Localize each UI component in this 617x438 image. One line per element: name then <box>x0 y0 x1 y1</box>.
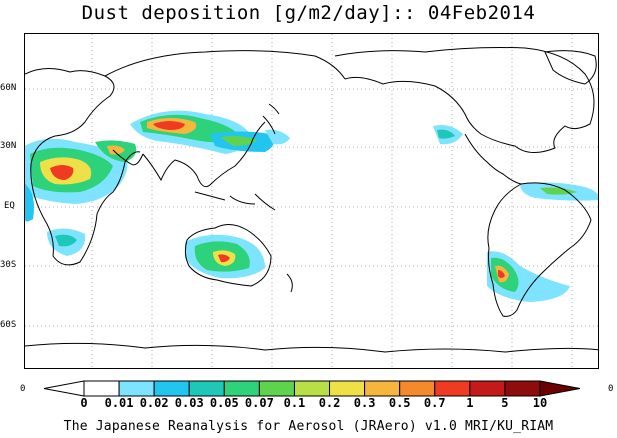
dust-field <box>25 110 598 302</box>
colorbar-tick-label: 0.3 <box>353 396 376 410</box>
colorbar-tick-label: 10 <box>532 396 548 410</box>
dust-patagonia-core <box>498 270 505 278</box>
dust-north-america-2 <box>437 129 455 139</box>
coast-greenland <box>544 50 597 85</box>
colorbar-cell <box>399 380 436 397</box>
colorbar-cell <box>434 380 471 397</box>
dust-sahara-core <box>50 165 74 180</box>
colorbar-cell <box>469 380 506 397</box>
colorbar-cell <box>329 380 366 397</box>
colorbar-cell <box>83 380 120 397</box>
coast-asia-north <box>104 50 346 80</box>
map-title: Dust deposition [g/m2/day]:: 04Feb2014 <box>81 2 536 24</box>
lat-label-60s: 60S <box>0 320 17 330</box>
colorbar-tick-label: 0.01 <box>104 396 134 410</box>
colorbar-tick-label: 0.03 <box>174 396 204 410</box>
dust-arabia-inner <box>107 145 125 155</box>
coast-antarctica <box>25 342 598 353</box>
coast-australia <box>184 224 272 287</box>
colorbar-tick-label: 0.05 <box>209 396 239 410</box>
coastlines <box>25 47 598 353</box>
colorbar-tick-label: 0.5 <box>388 396 411 410</box>
dust-asia-core <box>153 121 185 130</box>
colorbar-tick-label: 0 <box>80 396 88 410</box>
lon-label-left: 0 <box>20 384 26 394</box>
coast-north-america <box>334 47 595 153</box>
colorbar-cell <box>504 380 541 397</box>
dust-china-east-2 <box>220 136 257 146</box>
graticule <box>25 34 598 368</box>
dust-caribbean-inner <box>540 187 577 195</box>
coast-arabia <box>112 149 144 166</box>
map-panel <box>24 33 599 369</box>
colorbar-tick-label: 1 <box>466 396 474 410</box>
colorbar-tick-label: 5 <box>501 396 509 410</box>
coast-indonesia <box>194 191 276 211</box>
lat-label-eq: EQ <box>4 201 15 211</box>
world-map <box>25 34 598 368</box>
footer-credit: The Japanese Reanalysis for Aerosol (JRA… <box>63 419 554 434</box>
lat-label-60n: 60N <box>0 83 17 93</box>
lat-label-30s: 30S <box>0 260 17 270</box>
coast-new-zealand <box>286 273 293 293</box>
coast-central-america <box>464 133 522 185</box>
dust-west-africa <box>25 184 34 222</box>
coast-india-se-asia <box>142 121 266 188</box>
colorbar-arrow-low <box>43 380 85 397</box>
colorbar-tick-label: 0.2 <box>318 396 341 410</box>
colorbar-tick-label: 0.7 <box>423 396 446 410</box>
colorbar-cell <box>188 380 225 397</box>
lon-label-right: 0 <box>608 384 614 394</box>
dust-south-africa-2 <box>55 234 77 247</box>
colorbar-cell <box>153 380 190 397</box>
colorbar <box>43 380 581 397</box>
coast-europe-africa <box>25 68 141 266</box>
coast-japan <box>262 103 280 135</box>
colorbar-cell <box>293 380 331 397</box>
lat-label-30n: 30N <box>0 141 17 151</box>
colorbar-tick-label: 0.02 <box>139 396 169 410</box>
coast-south-america <box>487 182 592 317</box>
dust-pacific-plume <box>265 129 290 145</box>
colorbar-cell <box>364 380 401 397</box>
colorbar-cell <box>118 380 155 397</box>
dust-australia-core <box>218 254 230 263</box>
colorbar-cell <box>223 380 260 397</box>
colorbar-cells <box>43 380 581 397</box>
colorbar-arrow-high <box>539 380 581 397</box>
colorbar-cell <box>258 380 295 397</box>
colorbar-tick-label: 0.07 <box>244 396 274 410</box>
colorbar-tick-label: 0.1 <box>283 396 306 410</box>
